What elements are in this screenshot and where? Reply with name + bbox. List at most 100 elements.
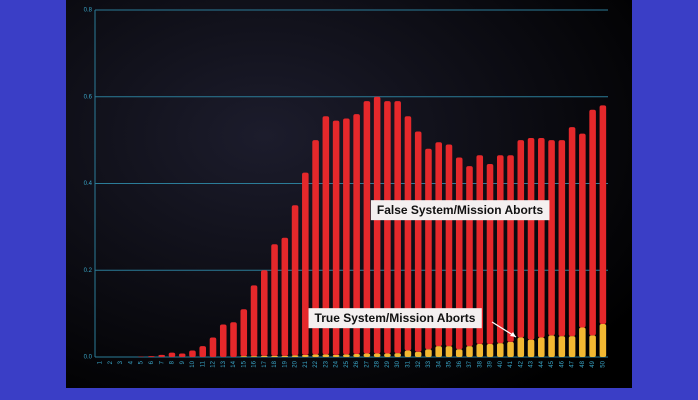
x-tick-label: 48 <box>580 360 586 367</box>
bar-segment <box>507 341 514 357</box>
x-tick-label: 18 <box>272 360 278 367</box>
bar-segment <box>579 133 586 328</box>
bar-segment <box>353 353 360 357</box>
bar-segment <box>414 131 422 352</box>
bar-segment <box>230 322 237 357</box>
x-tick-label: 15 <box>241 360 247 367</box>
x-tick-label: 26 <box>354 360 360 367</box>
bar-segment <box>178 353 186 357</box>
bar-segment <box>486 163 494 344</box>
x-tick-label: 16 <box>252 360 258 367</box>
bar-segment <box>414 351 422 357</box>
x-tick-label: 7 <box>159 360 165 364</box>
bar-segment <box>394 353 401 357</box>
bar-segment <box>271 244 278 356</box>
bar-segment <box>271 355 278 357</box>
bar-segment <box>538 337 545 357</box>
bar-segment <box>435 346 442 357</box>
bar-segment <box>476 343 484 357</box>
x-tick-label: 33 <box>426 360 432 367</box>
x-tick-label: 21 <box>303 360 309 367</box>
annotation-label: True System/Mission Aborts <box>315 311 476 325</box>
bar-segment <box>250 356 258 357</box>
x-tick-label: 2 <box>108 360 114 364</box>
bar-segment <box>312 140 319 355</box>
bar-segment <box>527 339 535 357</box>
bar-segment <box>548 335 555 357</box>
x-tick-label: 42 <box>518 360 524 367</box>
bar-segment <box>384 353 391 357</box>
x-tick-label: 17 <box>262 360 268 367</box>
bar-segment <box>353 114 360 354</box>
x-tick-label: 39 <box>488 360 494 367</box>
bar-segment <box>343 354 350 357</box>
bar-segment <box>589 109 596 336</box>
x-tick-label: 47 <box>570 360 576 367</box>
bar-segment <box>250 285 258 357</box>
x-tick-label: 31 <box>406 360 412 367</box>
x-tick-label: 20 <box>293 360 299 367</box>
bar-segment <box>589 335 596 357</box>
bar-segment <box>435 142 442 347</box>
bar-segment <box>538 137 545 338</box>
bar-segment <box>373 96 381 354</box>
bar-segment <box>261 355 268 357</box>
x-tick-label: 6 <box>149 360 155 364</box>
bar-segment <box>322 116 330 355</box>
bar-segment <box>281 237 289 356</box>
bar-segment <box>496 155 504 344</box>
x-tick-label: 50 <box>600 360 606 367</box>
bar-segment <box>404 350 412 357</box>
x-tick-label: 41 <box>508 360 514 367</box>
x-tick-label: 19 <box>282 360 288 367</box>
bar-segment <box>281 355 289 357</box>
y-tick-label: 0.6 <box>84 94 93 100</box>
bar-segment <box>240 309 248 357</box>
bar-segment <box>579 327 586 357</box>
bar-segment <box>548 140 555 336</box>
x-tick-label: 28 <box>375 360 381 367</box>
bar-segment <box>240 356 248 357</box>
bar-segment <box>302 172 309 355</box>
bar-segment <box>568 127 576 337</box>
bar-segment <box>343 118 350 355</box>
bar-segment <box>445 144 453 347</box>
x-tick-label: 46 <box>559 360 565 367</box>
x-tick-label: 40 <box>498 360 504 367</box>
x-tick-label: 12 <box>211 360 217 367</box>
x-tick-label: 34 <box>436 360 442 367</box>
bar-segment <box>322 354 330 357</box>
x-tick-label: 38 <box>477 360 483 367</box>
bar-segment <box>158 354 165 357</box>
bar-segment <box>219 324 227 357</box>
x-tick-label: 13 <box>221 360 227 367</box>
bar-segment <box>199 346 207 357</box>
bar-segment <box>168 352 176 357</box>
bar-segment <box>527 137 535 340</box>
x-tick-label: 8 <box>170 360 176 364</box>
bar-segment <box>291 355 299 357</box>
bar-segment <box>189 350 196 357</box>
x-tick-label: 11 <box>200 360 206 367</box>
annotation: False System/Mission Aborts <box>370 200 550 221</box>
bar-segment <box>209 337 217 357</box>
x-tick-label: 25 <box>344 360 350 367</box>
x-tick-label: 23 <box>323 360 329 367</box>
x-tick-label: 32 <box>416 360 422 367</box>
bar-segment <box>425 148 432 350</box>
annotation-label: False System/Mission Aborts <box>377 203 544 217</box>
x-tick-label: 5 <box>139 360 145 364</box>
annotation-box <box>308 308 482 329</box>
annotation: True System/Mission Aborts <box>308 308 482 329</box>
bar-segment <box>332 120 340 355</box>
x-tick-label: 24 <box>334 360 340 367</box>
x-tick-label: 37 <box>467 360 473 367</box>
x-tick-label: 35 <box>447 360 453 367</box>
x-tick-label: 36 <box>457 360 463 367</box>
bar-segment <box>373 353 381 357</box>
bar-segment <box>517 140 525 338</box>
bar-segment <box>496 343 504 357</box>
bar-segment <box>384 101 391 354</box>
